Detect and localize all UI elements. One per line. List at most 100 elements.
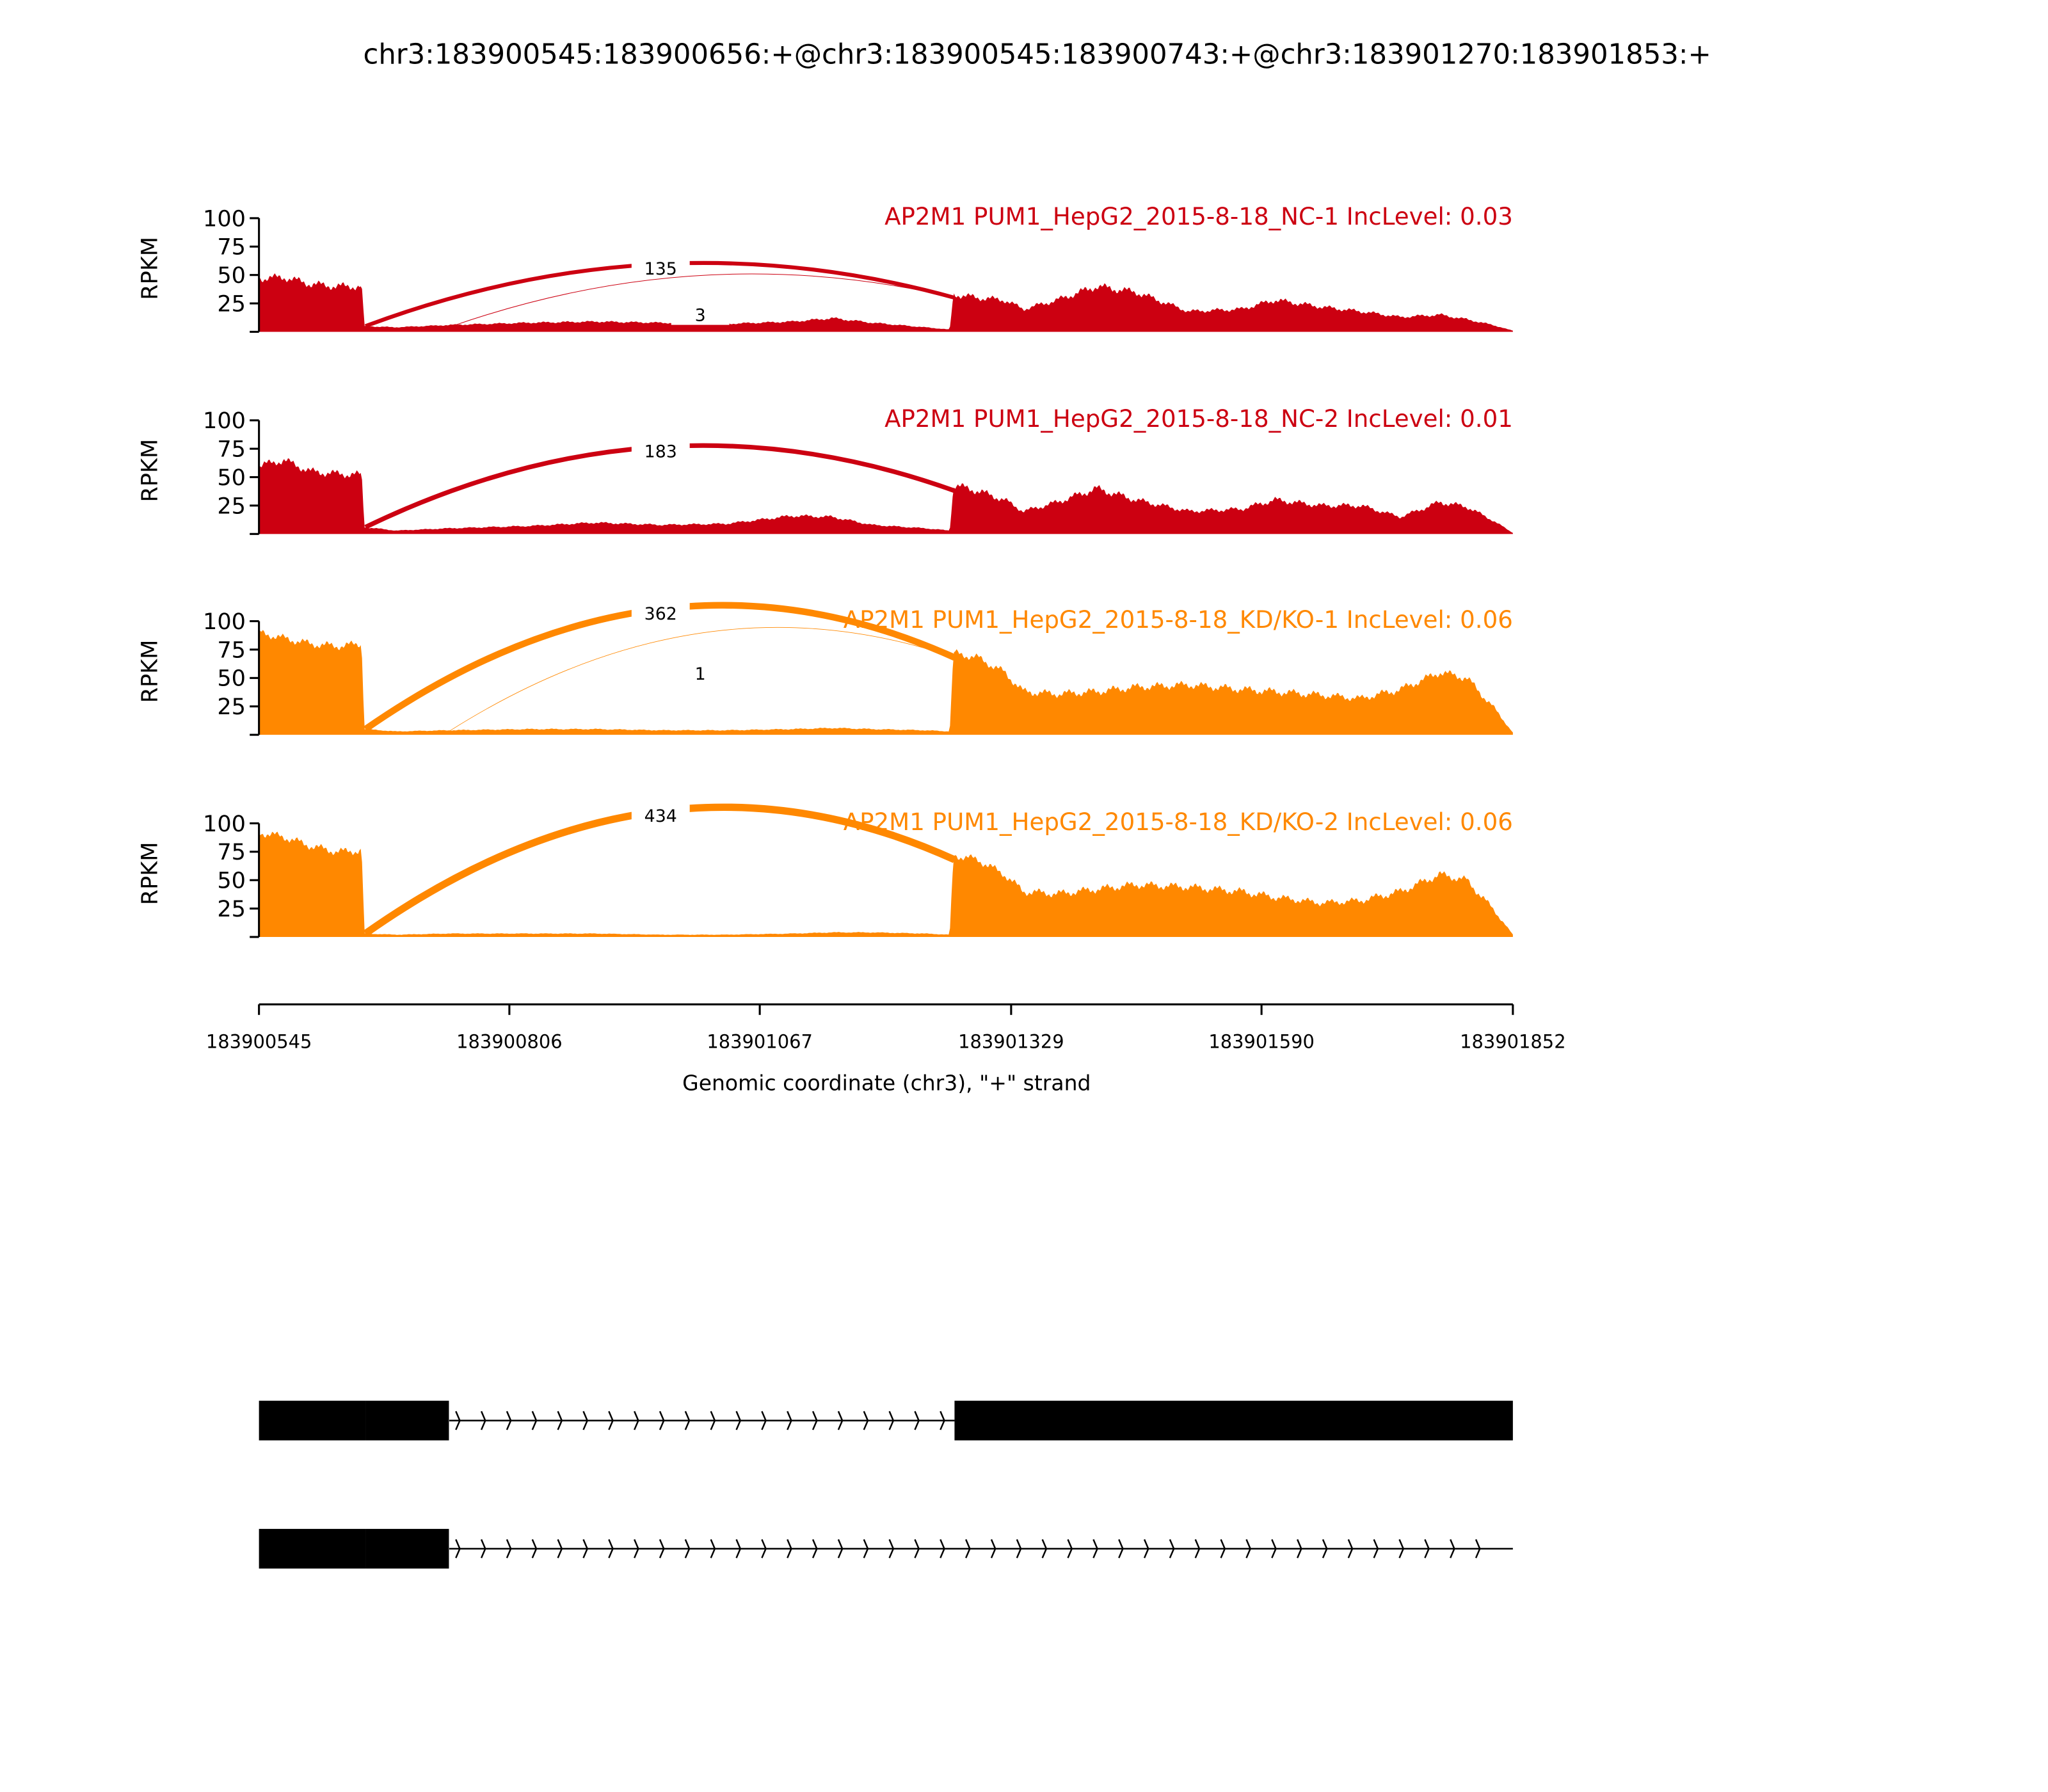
strand-arrow-icon — [990, 1539, 996, 1558]
y-tick-label: 50 — [217, 868, 246, 894]
junction-label-bg — [631, 257, 690, 279]
strand-arrow-icon — [1143, 1539, 1149, 1558]
junction-label-bg — [631, 440, 690, 461]
y-axis-label: RPKM — [137, 237, 163, 300]
y-tick-label: 50 — [217, 465, 246, 491]
coverage-area — [259, 273, 1513, 332]
junction-arc — [449, 273, 955, 328]
y-tick-label: 100 — [203, 408, 246, 434]
y-axis-label: RPKM — [137, 439, 163, 502]
junction-count-label: 135 — [644, 259, 677, 279]
strand-arrow-icon — [863, 1539, 869, 1558]
strand-arrow-icon — [557, 1539, 563, 1558]
strand-arrow-icon — [480, 1411, 486, 1430]
strand-arrow-icon — [1016, 1539, 1022, 1558]
strand-arrow-icon — [1424, 1539, 1430, 1558]
junction-count-label: 362 — [644, 604, 677, 624]
strand-arrow-icon — [837, 1539, 844, 1558]
strand-arrow-icon — [1067, 1539, 1073, 1558]
strand-arrow-icon — [531, 1411, 538, 1430]
y-tick-label: 75 — [217, 637, 246, 663]
strand-arrow-icon — [608, 1539, 614, 1558]
junction-count-label: 434 — [644, 806, 677, 826]
x-tick-label: 183901852 — [1460, 1030, 1565, 1052]
strand-arrow-icon — [965, 1539, 971, 1558]
y-tick-label: 50 — [217, 262, 246, 289]
gene-models — [259, 1400, 1513, 1569]
y-tick-label: 25 — [217, 896, 246, 922]
x-axis-label: Genomic coordinate (chr3), "+" strand — [682, 1070, 1091, 1095]
strand-arrow-icon — [1220, 1539, 1226, 1558]
x-tick-label: 183901067 — [707, 1030, 812, 1052]
junction-label-bg — [631, 602, 690, 624]
gene-model-2 — [259, 1528, 1513, 1569]
strand-arrow-icon — [812, 1539, 818, 1558]
strand-arrow-icon — [1245, 1539, 1251, 1558]
strand-arrow-icon — [659, 1539, 665, 1558]
exon — [365, 1400, 449, 1441]
strand-arrow-icon — [735, 1539, 742, 1558]
y-tick-label: 100 — [203, 811, 246, 837]
strand-arrow-icon — [557, 1411, 563, 1430]
sample-title: AP2M1 PUM1_HepG2_2015-8-18_NC-1 IncLevel… — [884, 203, 1513, 230]
y-tick-label: 100 — [203, 205, 246, 232]
strand-arrow-icon — [735, 1411, 742, 1430]
strand-arrow-icon — [1271, 1539, 1277, 1558]
strand-arrow-icon — [1373, 1539, 1379, 1558]
strand-arrow-icon — [506, 1411, 512, 1430]
junction-label-bg — [671, 303, 730, 325]
strand-arrow-icon — [1450, 1539, 1455, 1558]
y-tick-label: 25 — [217, 694, 246, 720]
y-tick-label: 75 — [217, 839, 246, 865]
coverage-area — [259, 628, 1513, 735]
strand-arrow-icon — [837, 1411, 844, 1430]
junction-label-bg — [631, 804, 690, 826]
strand-arrow-icon — [940, 1539, 945, 1558]
strand-arrow-icon — [1398, 1539, 1405, 1558]
y-tick-label: 50 — [217, 666, 246, 692]
strand-arrow-icon — [480, 1539, 486, 1558]
y-axis-label: RPKM — [137, 842, 163, 906]
strand-arrow-icon — [1118, 1539, 1124, 1558]
strand-arrow-icon — [787, 1539, 792, 1558]
y-tick-label: 75 — [217, 436, 246, 463]
sample-title: AP2M1 PUM1_HepG2_2015-8-18_KD/KO-2 IncLe… — [844, 808, 1513, 836]
strand-arrow-icon — [582, 1411, 589, 1430]
y-tick-label: 75 — [217, 234, 246, 260]
strand-arrow-icon — [1297, 1539, 1302, 1558]
junction-arc — [449, 627, 955, 732]
coverage-area — [259, 831, 1513, 937]
strand-arrow-icon — [863, 1411, 869, 1430]
y-axis-label: RPKM — [137, 640, 163, 703]
sample-title: AP2M1 PUM1_HepG2_2015-8-18_KD/KO-1 IncLe… — [844, 606, 1513, 634]
chart-title: chr3:183900545:183900656:+@chr3:18390054… — [363, 38, 1711, 70]
junction-count-label: 3 — [695, 305, 706, 325]
strand-arrow-icon — [1041, 1539, 1048, 1558]
strand-arrow-icon — [634, 1539, 639, 1558]
strand-arrow-icon — [684, 1411, 691, 1430]
exon — [259, 1528, 366, 1569]
strand-arrow-icon — [812, 1411, 818, 1430]
strand-arrow-icon — [888, 1411, 895, 1430]
strand-arrow-icon — [506, 1539, 512, 1558]
strand-arrow-icon — [1475, 1539, 1481, 1558]
gene-model-1 — [259, 1400, 1513, 1441]
exon — [954, 1400, 1513, 1441]
x-tick-label: 183900806 — [456, 1030, 562, 1052]
x-tick-label: 183901329 — [958, 1030, 1064, 1052]
strand-arrow-icon — [1194, 1539, 1201, 1558]
strand-arrow-icon — [582, 1539, 589, 1558]
strand-arrow-icon — [761, 1411, 767, 1430]
x-tick-label: 183901590 — [1208, 1030, 1314, 1052]
strand-arrow-icon — [710, 1539, 716, 1558]
y-tick-label: 25 — [217, 291, 246, 317]
junction-count-label: 183 — [644, 442, 677, 462]
coverage-area — [259, 458, 1513, 534]
junction-count-label: 1 — [695, 664, 706, 684]
